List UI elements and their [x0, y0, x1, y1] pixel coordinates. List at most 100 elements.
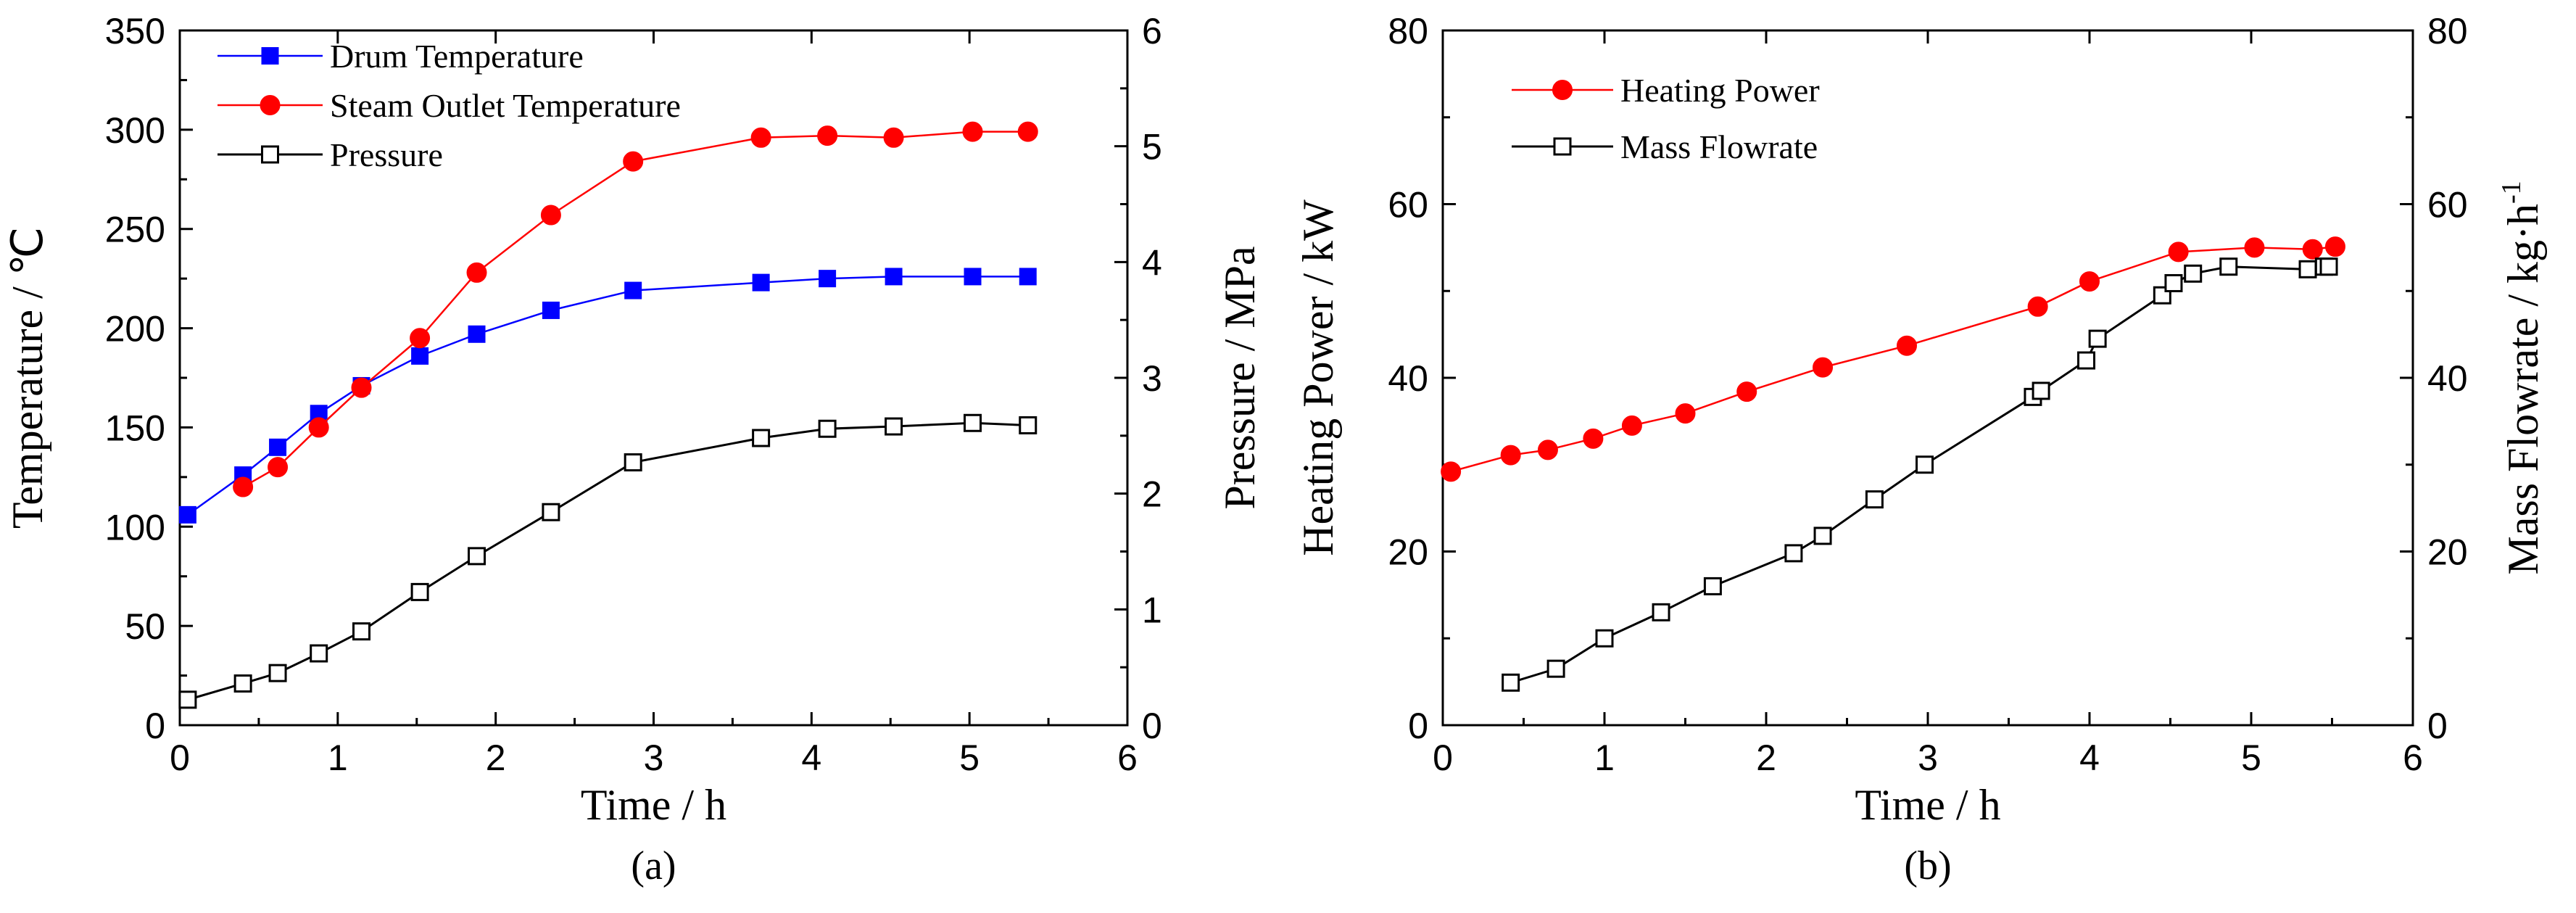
a-drum-temperature-point — [468, 325, 486, 343]
y-tick-label: 80 — [1388, 11, 1428, 51]
a-steam-outlet-temperature-point — [623, 151, 644, 172]
legend-marker — [261, 145, 279, 164]
legend-label: Drum Temperature — [330, 38, 584, 75]
b-mass-flowrate-point — [1595, 629, 1614, 648]
x-tick-label: 5 — [959, 738, 980, 778]
y2-tick-label: 4 — [1142, 242, 1162, 283]
x-tick-label: 4 — [801, 738, 821, 778]
b-mass-flowrate-point — [2184, 264, 2203, 283]
y-tick-label: 0 — [1408, 706, 1428, 746]
y-axis-label: Heating Power / kW — [1294, 199, 1342, 556]
x-tick-label: 5 — [2241, 738, 2261, 778]
a-pressure-point — [964, 413, 982, 432]
a-drum-temperature-point — [411, 347, 429, 365]
a-steam-outlet-temperature-point — [1017, 121, 1038, 142]
b-mass-flowrate-line — [1510, 265, 2329, 684]
y2-tick-label: 1 — [1142, 590, 1162, 630]
x-tick-label: 3 — [644, 738, 664, 778]
a-pressure-point — [410, 582, 429, 601]
a-drum-temperature-point — [885, 268, 903, 286]
b-heating-power-point — [1537, 439, 1558, 460]
y2-tick-label: 5 — [1142, 127, 1162, 168]
a-steam-outlet-temperature-point — [466, 262, 487, 283]
b-mass-flowrate-point — [2219, 257, 2238, 276]
b-heating-power-point — [1736, 381, 1757, 402]
a-drum-temperature-point — [752, 273, 770, 292]
x-tick-label: 2 — [486, 738, 506, 778]
a-steam-outlet-temperature-point — [817, 125, 838, 146]
legend-marker — [1552, 80, 1573, 100]
a-drum-temperature-point — [178, 505, 196, 524]
a-pressure-point — [268, 664, 287, 682]
a-pressure-point — [352, 622, 371, 641]
plot-frame — [1441, 29, 2414, 727]
b-mass-flowrate-point — [2298, 260, 2317, 278]
b-heating-power-point — [1621, 415, 1642, 436]
panel-a-chart: 0 1 2 3 4 5 60501001502002503003500123456Time … — [4, 11, 1264, 888]
a-steam-outlet-temperature-point — [962, 121, 983, 142]
b-mass-flowrate-point — [2088, 329, 2107, 348]
a-steam-outlet-temperature-point — [540, 205, 561, 226]
a-pressure-point — [542, 503, 560, 521]
b-heating-power-point — [1813, 357, 1834, 378]
y-tick-label: 20 — [1388, 532, 1428, 573]
a-steam-outlet-temperature-point — [410, 328, 431, 349]
legend-label: Mass Flowrate — [1620, 128, 1818, 165]
b-heating-power-point — [2244, 237, 2265, 258]
x-tick-label: 3 — [1918, 738, 1938, 778]
y2-tick-label: 6 — [1142, 11, 1162, 51]
b-mass-flowrate-point — [1813, 526, 1832, 545]
x-tick-label: 2 — [1756, 738, 1776, 778]
b-mass-flowrate-point — [2077, 351, 2096, 370]
a-steam-outlet-temperature-point — [233, 476, 254, 497]
x-tick-label: 0 — [1433, 738, 1453, 778]
x-tick-label: 6 — [1117, 738, 1138, 778]
a-steam-outlet-temperature-point — [308, 417, 329, 438]
y-tick-label: 100 — [105, 507, 165, 548]
b-mass-flowrate-point — [1865, 490, 1884, 509]
legend-marker — [1553, 137, 1572, 156]
a-pressure-point — [310, 644, 328, 663]
y2-tick-label: 0 — [1142, 706, 1162, 746]
y-tick-label: 40 — [1388, 358, 1428, 399]
y-tick-label: 200 — [105, 309, 165, 350]
y2-axis-label-text: Mass Flowrate / kg·h — [2499, 204, 2547, 575]
y2-axis-label: Mass Flowrate / kg·h-1 — [2496, 181, 2547, 574]
a-drum-temperature-point — [624, 281, 642, 299]
y2-axis-label-text: Pressure / MPa — [1216, 246, 1264, 509]
b-heating-power-point — [2302, 239, 2323, 260]
b-heating-power-point — [1675, 403, 1696, 424]
x-axis-label: Time / h — [581, 781, 726, 829]
a-steam-outlet-temperature-point — [750, 127, 771, 148]
b-mass-flowrate-point — [1502, 673, 1520, 692]
y-tick-label: 50 — [125, 606, 165, 647]
a-steam-outlet-temperature-point — [268, 457, 289, 478]
a-drum-temperature-point — [964, 268, 982, 286]
b-heating-power-point — [1500, 445, 1521, 466]
b-mass-flowrate-point — [1652, 603, 1670, 621]
a-steam-outlet-temperature-point — [883, 127, 904, 148]
b-heating-power-point — [2324, 236, 2345, 257]
panel-caption: (a) — [631, 843, 676, 888]
legend-label: Pressure — [330, 136, 443, 173]
y2-tick-label: 80 — [2427, 11, 2468, 51]
b-mass-flowrate-point — [1916, 455, 1934, 474]
plot-frame — [178, 29, 1129, 727]
panel-caption: (b) — [1904, 843, 1951, 888]
x-axis-label: Time / h — [1855, 781, 2000, 829]
b-mass-flowrate-point — [2319, 257, 2338, 276]
legend-marker — [261, 47, 279, 65]
y2-tick-label: 0 — [2427, 706, 2448, 746]
a-pressure-point — [624, 453, 642, 472]
b-heating-power-point — [1583, 428, 1604, 449]
legend-label: Steam Outlet Temperature — [330, 87, 681, 124]
b-heating-power-point — [2079, 271, 2100, 292]
x-tick-label: 4 — [2079, 738, 2100, 778]
b-heating-power-point — [2027, 296, 2048, 317]
a-pressure-point — [233, 674, 252, 693]
a-pressure-point — [1019, 416, 1038, 434]
b-heating-power-point — [2168, 241, 2189, 263]
a-drum-temperature-point — [819, 270, 837, 288]
a-drum-temperature-point — [542, 301, 560, 319]
